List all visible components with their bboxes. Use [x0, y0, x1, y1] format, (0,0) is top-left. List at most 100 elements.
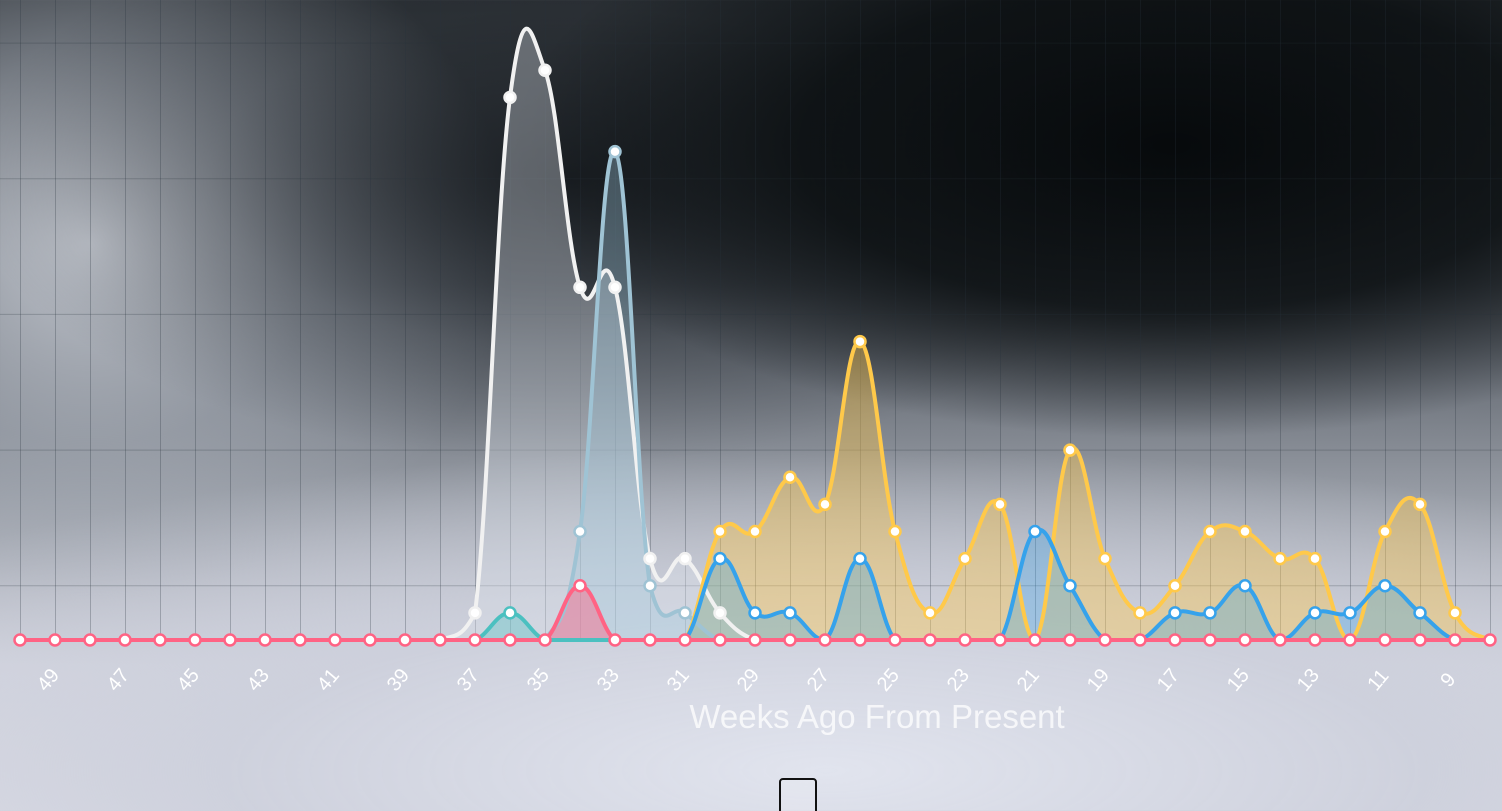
x-tick-label: 45 — [173, 665, 204, 696]
data-point[interactable] — [1238, 524, 1252, 539]
x-tick-label: 41 — [313, 665, 344, 696]
data-point[interactable] — [1063, 633, 1077, 647]
data-point[interactable] — [1378, 578, 1392, 593]
data-point[interactable] — [713, 606, 727, 620]
data-point[interactable] — [468, 606, 482, 620]
data-point[interactable] — [48, 633, 62, 647]
data-point[interactable] — [1483, 633, 1497, 647]
data-point[interactable] — [1273, 551, 1287, 566]
data-point[interactable] — [118, 633, 132, 647]
data-point[interactable] — [643, 578, 657, 593]
data-point[interactable] — [1413, 633, 1427, 647]
data-point[interactable] — [503, 633, 517, 647]
data-point[interactable] — [1168, 606, 1182, 620]
data-point[interactable] — [1168, 578, 1182, 593]
data-point[interactable] — [748, 524, 762, 539]
data-point[interactable] — [83, 633, 97, 647]
data-point[interactable] — [993, 633, 1007, 647]
data-point[interactable] — [1378, 524, 1392, 539]
data-point[interactable] — [153, 633, 167, 647]
x-tick-label: 31 — [663, 665, 694, 696]
data-point[interactable] — [1238, 633, 1252, 647]
data-point[interactable] — [1028, 524, 1042, 539]
data-point[interactable] — [783, 470, 797, 484]
data-point[interactable] — [538, 633, 552, 647]
data-point[interactable] — [573, 280, 587, 295]
data-point[interactable] — [258, 633, 272, 647]
data-point[interactable] — [1343, 606, 1357, 620]
data-point[interactable] — [1343, 633, 1357, 647]
data-point[interactable] — [713, 551, 727, 566]
data-point[interactable] — [748, 606, 762, 620]
data-point[interactable] — [1203, 524, 1217, 539]
data-point[interactable] — [223, 633, 237, 647]
data-point[interactable] — [888, 633, 902, 647]
data-point[interactable] — [923, 633, 937, 647]
data-point[interactable] — [923, 606, 937, 620]
data-point[interactable] — [433, 633, 447, 647]
data-point[interactable] — [538, 63, 552, 78]
data-point[interactable] — [1448, 633, 1462, 647]
data-point[interactable] — [818, 633, 832, 647]
data-point[interactable] — [503, 90, 517, 105]
data-point[interactable] — [783, 633, 797, 647]
data-point[interactable] — [573, 578, 587, 593]
data-point[interactable] — [398, 633, 412, 647]
data-point[interactable] — [958, 633, 972, 647]
data-point[interactable] — [1028, 633, 1042, 647]
data-point[interactable] — [1063, 443, 1077, 457]
data-point[interactable] — [853, 334, 867, 349]
x-tick-label: 13 — [1293, 665, 1324, 696]
data-point[interactable] — [188, 633, 202, 647]
data-point[interactable] — [1378, 633, 1392, 647]
x-tick-label: 11 — [1363, 665, 1393, 695]
data-point[interactable] — [993, 497, 1007, 512]
data-point[interactable] — [1168, 633, 1182, 647]
data-point[interactable] — [13, 633, 27, 647]
x-tick-label: 29 — [733, 665, 764, 696]
data-points — [13, 63, 1497, 647]
data-point[interactable] — [1308, 633, 1322, 647]
data-point[interactable] — [363, 633, 377, 647]
data-point[interactable] — [748, 633, 762, 647]
data-point[interactable] — [678, 633, 692, 647]
data-point[interactable] — [293, 633, 307, 647]
data-point[interactable] — [573, 524, 587, 539]
data-point[interactable] — [958, 551, 972, 566]
data-point[interactable] — [643, 551, 657, 566]
data-point[interactable] — [678, 606, 692, 620]
data-point[interactable] — [678, 551, 692, 566]
data-point[interactable] — [1308, 551, 1322, 566]
data-point[interactable] — [1133, 606, 1147, 620]
data-point[interactable] — [1098, 551, 1112, 566]
data-point[interactable] — [1238, 578, 1252, 593]
data-point[interactable] — [468, 633, 482, 647]
legend-toggle-box[interactable] — [779, 778, 817, 811]
data-point[interactable] — [783, 606, 797, 620]
data-point[interactable] — [1448, 606, 1462, 620]
data-point[interactable] — [853, 551, 867, 566]
data-point[interactable] — [713, 633, 727, 647]
x-tick-label: 9 — [1436, 669, 1460, 692]
data-point[interactable] — [608, 633, 622, 647]
data-point[interactable] — [1273, 633, 1287, 647]
data-point[interactable] — [713, 524, 727, 539]
data-point[interactable] — [608, 144, 622, 159]
series-area-2 — [20, 341, 1490, 640]
data-point[interactable] — [608, 280, 622, 295]
data-point[interactable] — [888, 524, 902, 539]
data-point[interactable] — [1063, 578, 1077, 593]
data-point[interactable] — [818, 497, 832, 512]
data-point[interactable] — [1413, 497, 1427, 512]
data-point[interactable] — [643, 633, 657, 647]
x-tick-label: 39 — [383, 665, 414, 696]
data-point[interactable] — [1133, 633, 1147, 647]
data-point[interactable] — [1203, 633, 1217, 647]
data-point[interactable] — [853, 633, 867, 647]
data-point[interactable] — [1098, 633, 1112, 647]
data-point[interactable] — [1308, 606, 1322, 620]
data-point[interactable] — [328, 633, 342, 647]
data-point[interactable] — [1203, 606, 1217, 620]
data-point[interactable] — [503, 606, 517, 620]
data-point[interactable] — [1413, 606, 1427, 620]
